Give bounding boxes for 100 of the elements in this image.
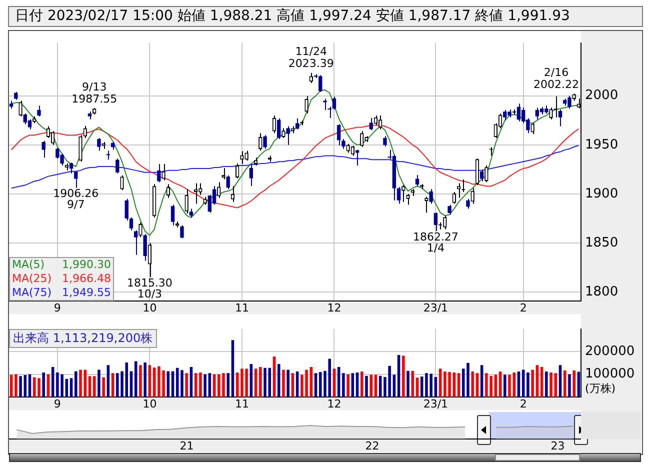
text: MA(5) 1,990.30 [12,258,111,271]
bar [19,376,22,397]
y-tick-label: 200000 [585,344,635,359]
bar [476,373,479,397]
bar [526,372,530,397]
x-tick-label: 9 [54,301,61,314]
bar [88,376,92,397]
x-tick-label: 12 [327,301,342,314]
bar [24,374,27,397]
candlestick [429,188,433,204]
bar [356,372,359,397]
bar [226,373,230,397]
bar [494,374,498,397]
bar [291,373,294,397]
candlestick [424,196,428,214]
candlestick [452,192,456,204]
bar [332,368,336,397]
bar [411,370,414,397]
bar [148,365,152,397]
bar [139,365,142,397]
candlestick [37,105,41,117]
bar [10,374,13,397]
candlestick [323,98,327,111]
bar [199,372,202,397]
candlestick [378,114,382,130]
y-tick-label: 1900 [585,186,618,202]
bar [194,373,198,397]
candlestick [448,204,452,216]
bar [42,372,45,397]
candlestick [484,165,488,183]
bar [236,372,239,397]
bar [420,376,424,397]
bar [531,370,534,397]
bar [434,376,438,397]
bar [98,370,100,397]
bar [254,368,258,397]
x-tick-label: 10 [142,301,157,314]
annotation: 11/24 2023.39 [288,45,334,70]
bar [130,371,133,397]
candlestick [42,140,46,158]
candlestick [516,103,521,122]
candlestick [170,204,175,226]
candlestick [157,163,161,183]
candlestick [466,198,470,210]
bar [171,371,174,397]
y-tick-label: 1950 [585,137,618,152]
candlestick [74,170,78,188]
candlestick [249,163,254,187]
bar [378,376,382,397]
bar [392,374,396,397]
candlestick [396,186,401,204]
annotation: 1906.26 9/7 [53,187,99,212]
candlestick [558,109,562,127]
candlestick [180,224,184,239]
bar [185,373,188,397]
bar [471,372,474,397]
candlestick [456,182,461,198]
bar [208,373,212,397]
bar [406,370,410,397]
bar [563,370,566,397]
bar [204,374,206,397]
annotation: 1862.27 1/4 [412,230,458,254]
candlestick [309,72,313,84]
candlestick [244,150,248,162]
candlestick [162,163,166,181]
candlestick [360,130,364,148]
bar [259,366,262,397]
candlestick [235,163,240,179]
x-tick-label: 12 [327,397,342,410]
x-tick-label: 23/1 [423,301,448,314]
x-tick-label: 10 [142,397,157,410]
text: MA(25) 1,966.48 [12,272,111,286]
candlestick [350,145,355,156]
candlestick [304,96,308,114]
candlestick [97,138,101,152]
x-tick-label: 2 [520,301,527,314]
bar [346,374,350,397]
bar [296,372,299,397]
x-tick-label: 9 [54,397,61,410]
candlestick [143,234,147,262]
bar [314,373,318,397]
bar [277,364,280,397]
bar [545,372,548,397]
candlestick [222,167,226,180]
bar [438,368,442,397]
bar [250,364,253,397]
x-tick-label: 23 [550,439,565,452]
candlestick [369,118,373,131]
candlestick [286,126,290,146]
bar [558,365,562,397]
bar [337,366,340,397]
bar [310,366,313,397]
x-tick-label: 23/1 [423,397,448,410]
candlestick [355,149,360,166]
candlestick [406,193,410,206]
bar [74,371,78,397]
bar [111,373,114,397]
bar [540,366,544,397]
candlestick [434,212,438,232]
bar [14,374,18,397]
